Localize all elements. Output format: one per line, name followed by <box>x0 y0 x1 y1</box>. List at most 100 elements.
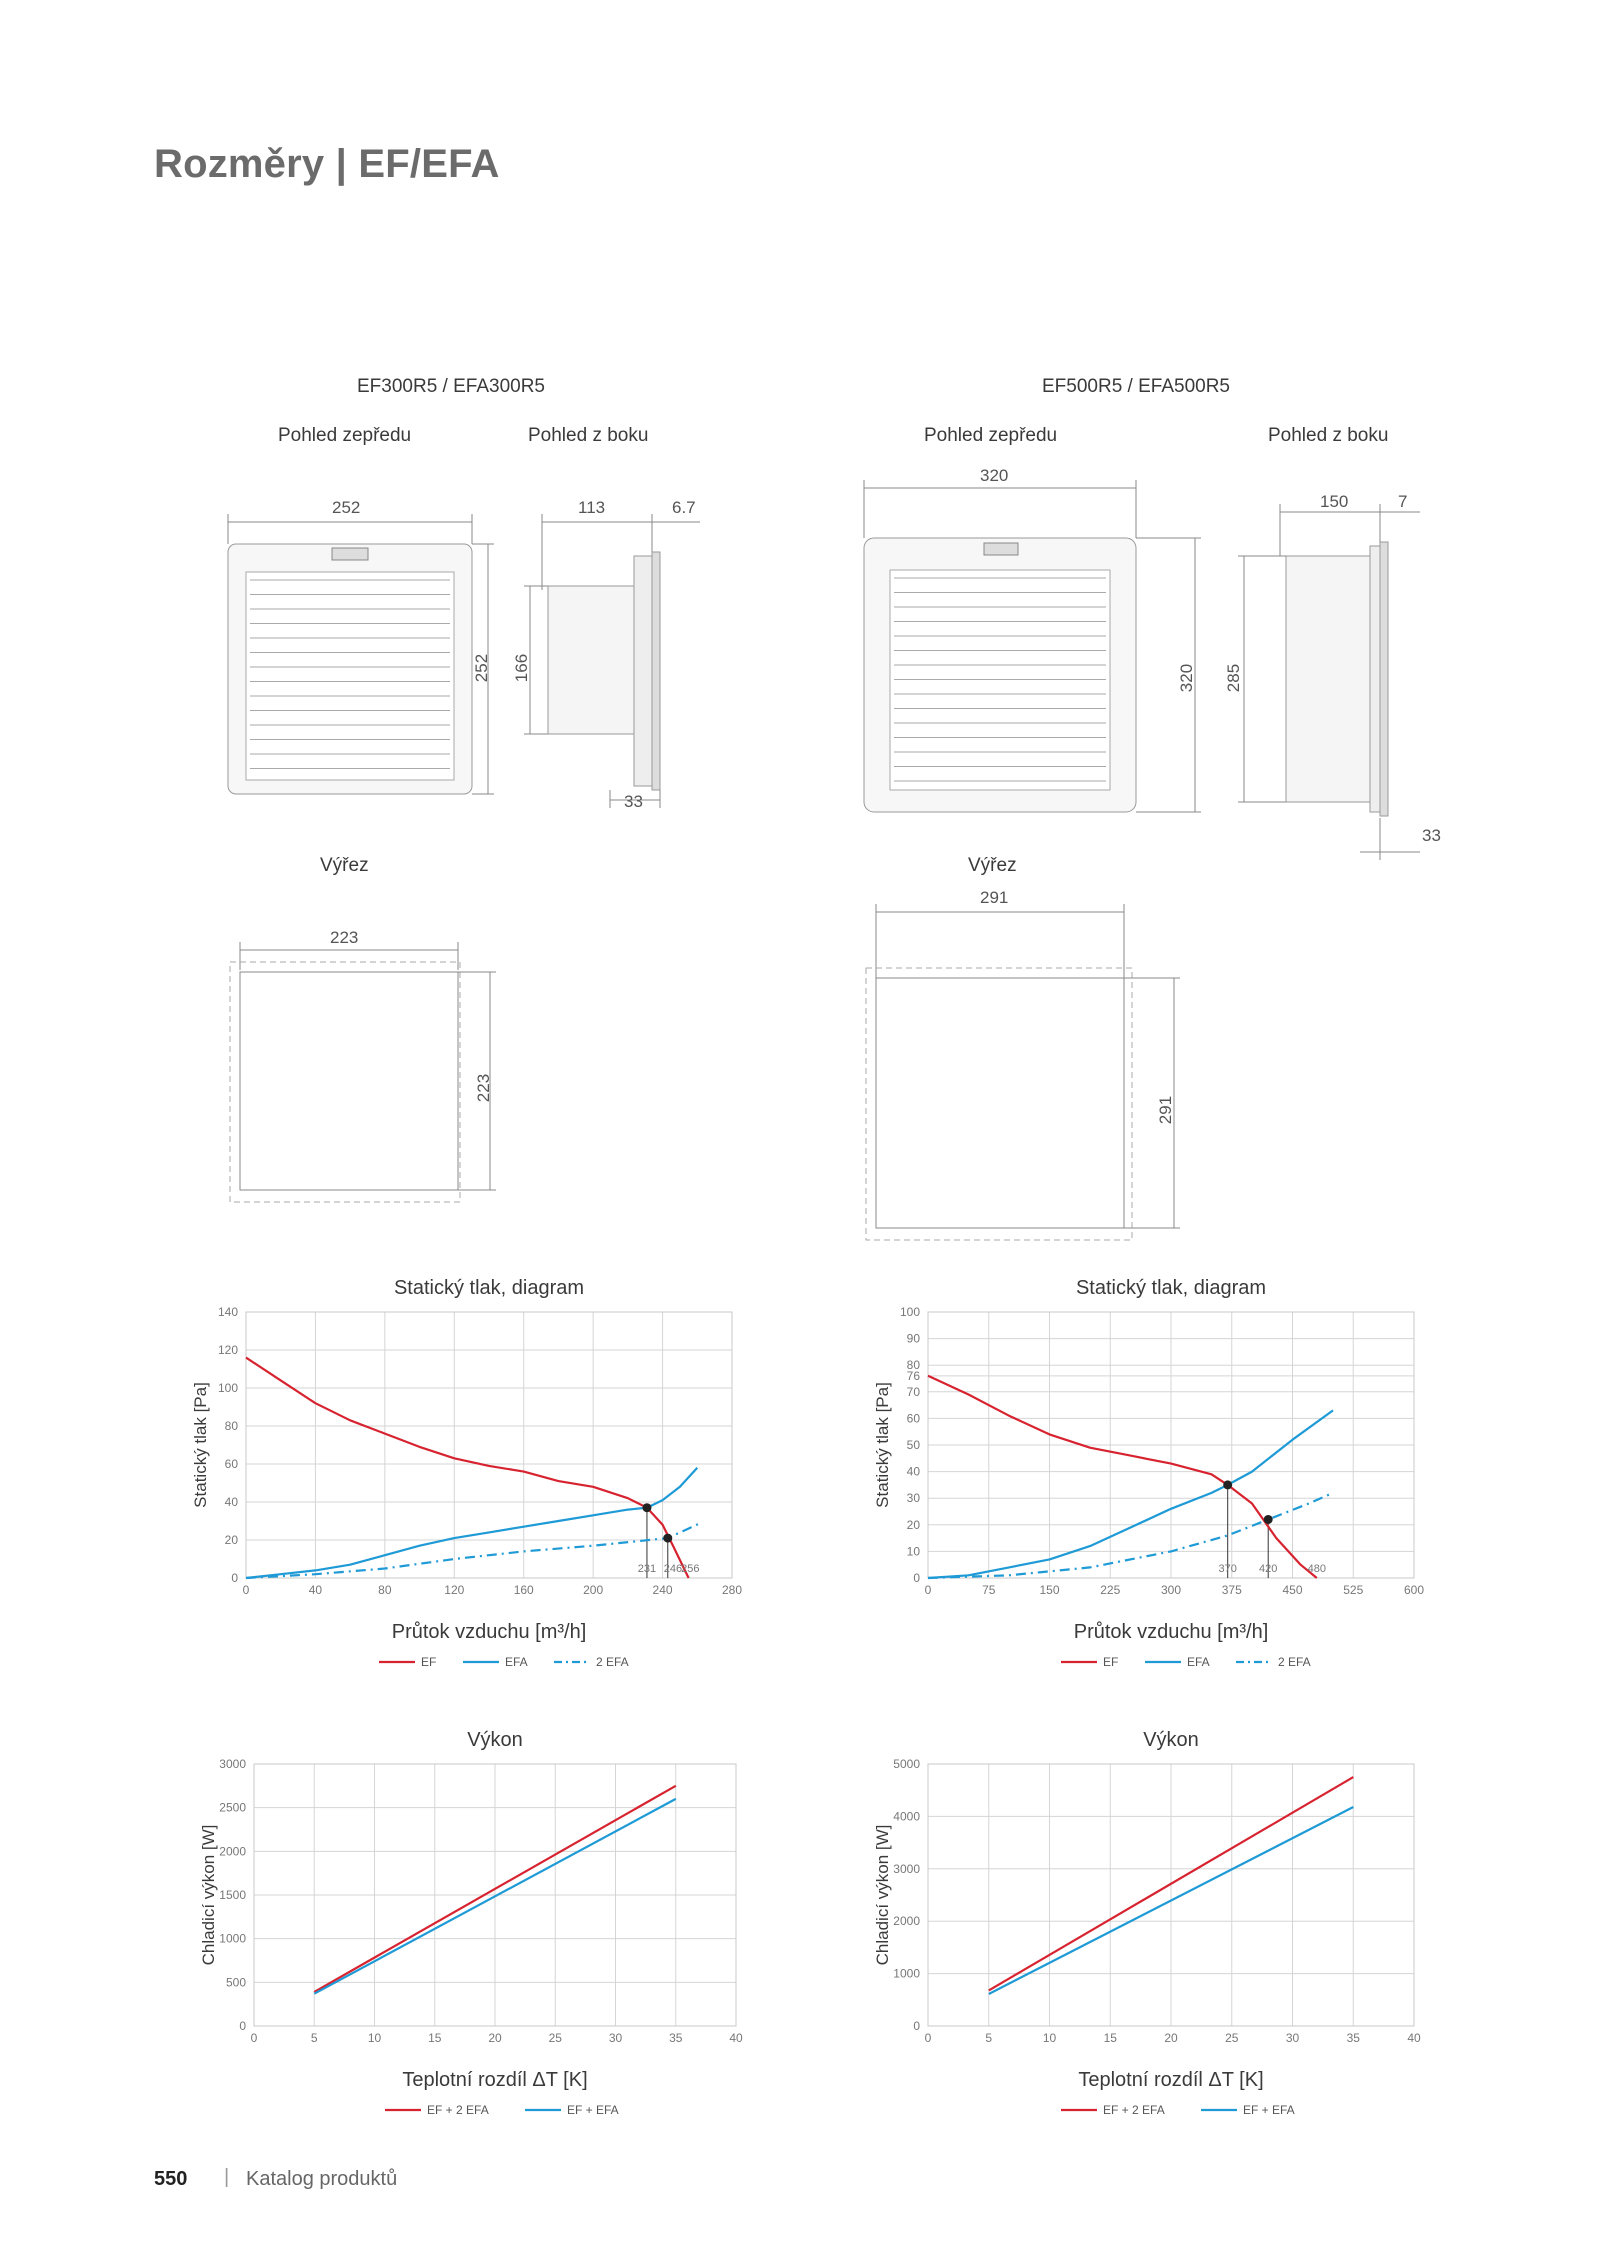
cutout-width-dim: 223 <box>330 928 359 947</box>
y-tick-label: 500 <box>226 1975 246 1989</box>
legend-label: 2 EFA <box>596 1655 629 1669</box>
series-line <box>927 1491 1334 1580</box>
annotation-label: 256 <box>681 1563 699 1575</box>
legend-label: EF <box>1103 1655 1118 1669</box>
front-height-dim: 320 <box>1177 663 1197 693</box>
y-tick-label: 0 <box>231 1571 238 1585</box>
y-tick-label: 90 <box>907 1332 921 1346</box>
y-axis-label: Chladicí výkon [W] <box>199 1825 218 1966</box>
legend-label: EF + 2 EFA <box>1103 2103 1165 2117</box>
legend-label: EF + EFA <box>1243 2103 1295 2117</box>
y-axis-label: Statický tlak [Pa] <box>191 1382 210 1508</box>
y-tick-label: 10 <box>907 1544 921 1558</box>
intersection-point <box>642 1503 652 1513</box>
y-tick-label: 5000 <box>893 1757 920 1771</box>
y-tick-label: 76 <box>907 1369 921 1383</box>
x-tick-label: 40 <box>1407 2031 1421 2045</box>
annotation-label: 231 <box>638 1563 656 1575</box>
y-tick-label: 120 <box>218 1343 238 1357</box>
x-tick-label: 30 <box>1286 2031 1300 2045</box>
power-chart-1: Výkon 0 5 10 15 20 25 30 35 40 0 500 1000 1500 2000 250… <box>199 1729 743 2117</box>
y-tick-label: 60 <box>907 1411 921 1425</box>
x-tick-label: 15 <box>1104 2031 1118 2045</box>
y-tick-label: 1000 <box>219 1932 246 1946</box>
x-tick-label: 0 <box>243 1583 250 1597</box>
side-view-label: Pohled z boku <box>528 425 649 446</box>
y-tick-label: 50 <box>907 1438 921 1452</box>
page-title: Rozměry | EF/EFA <box>154 142 500 186</box>
x-tick-label: 525 <box>1343 1583 1363 1597</box>
intersection-point <box>1223 1480 1233 1490</box>
side-depth-dim: 150 <box>1320 492 1349 511</box>
model-name: EF300R5 / EFA300R5 <box>357 376 545 397</box>
x-tick-label: 240 <box>653 1583 673 1597</box>
legend-label: 2 EFA <box>1278 1655 1311 1669</box>
y-tick-label: 60 <box>225 1457 239 1471</box>
plot-frame <box>253 1763 737 2027</box>
series-line <box>245 1467 699 1580</box>
y-tick-label: 0 <box>239 2019 246 2033</box>
x-tick-label: 35 <box>669 2031 683 2045</box>
x-tick-label: 150 <box>1039 1583 1059 1597</box>
y-tick-label: 2500 <box>219 1801 246 1815</box>
y-axis-label: Chladicí výkon [W] <box>873 1825 892 1966</box>
intersection-point <box>1263 1514 1273 1524</box>
series-line <box>988 1806 1354 1995</box>
legend-label: EF <box>421 1655 436 1669</box>
y-tick-label: 100 <box>218 1381 238 1395</box>
legend-label: EF + 2 EFA <box>427 2103 489 2117</box>
x-tick-label: 0 <box>925 2031 932 2045</box>
x-tick-label: 450 <box>1282 1583 1302 1597</box>
chart-title: Výkon <box>1143 1729 1199 1751</box>
x-tick-label: 75 <box>982 1583 996 1597</box>
x-tick-label: 200 <box>583 1583 603 1597</box>
y-tick-label: 2000 <box>893 1914 920 1928</box>
legend-label: EFA <box>505 1655 528 1669</box>
x-tick-label: 375 <box>1222 1583 1242 1597</box>
x-axis-label: Průtok vzduchu [m³/h] <box>392 1621 587 1643</box>
x-tick-label: 20 <box>1164 2031 1178 2045</box>
front-height-dim: 252 <box>472 653 492 683</box>
chart-title: Výkon <box>467 1729 523 1751</box>
annotation-label: 246 <box>664 1563 682 1575</box>
x-tick-label: 0 <box>925 1583 932 1597</box>
plot-frame <box>927 1763 1415 2027</box>
cutout-width-dim: 291 <box>980 888 1009 907</box>
chart-title: Statický tlak, diagram <box>1076 1277 1266 1299</box>
y-tick-label: 70 <box>907 1385 921 1399</box>
front-view-label: Pohled zepředu <box>924 425 1058 446</box>
x-tick-label: 10 <box>368 2031 382 2045</box>
series-line <box>927 1374 1318 1579</box>
page-number: 550 <box>154 2168 188 2190</box>
y-tick-label: 0 <box>913 1571 920 1585</box>
cutout-label: Výřez <box>320 855 369 876</box>
side-view-label: Pohled z boku <box>1268 425 1389 446</box>
annotation-label: 480 <box>1308 1563 1326 1575</box>
y-tick-label: 30 <box>907 1491 921 1505</box>
x-tick-label: 600 <box>1404 1583 1424 1597</box>
x-tick-label: 30 <box>609 2031 623 2045</box>
x-tick-label: 15 <box>428 2031 442 2045</box>
series-line <box>245 1521 702 1580</box>
series-line <box>313 1797 677 1995</box>
y-tick-label: 80 <box>907 1358 921 1372</box>
x-tick-label: 35 <box>1347 2031 1361 2045</box>
side-height-dim: 285 <box>1224 663 1244 693</box>
y-tick-label: 0 <box>913 2019 920 2033</box>
footer-separator: | <box>224 2166 230 2188</box>
series-line <box>988 1776 1354 1992</box>
x-tick-label: 280 <box>722 1583 742 1597</box>
x-tick-label: 25 <box>1225 2031 1239 2045</box>
series-line <box>313 1784 677 1993</box>
front-width-dim: 252 <box>332 498 361 517</box>
y-tick-label: 2000 <box>219 1844 246 1858</box>
y-tick-label: 100 <box>900 1305 920 1319</box>
y-tick-label: 1500 <box>219 1888 246 1902</box>
front-view-label: Pohled zepředu <box>278 425 412 446</box>
x-tick-label: 40 <box>309 1583 323 1597</box>
x-tick-label: 225 <box>1100 1583 1120 1597</box>
side-depth-dim: 113 <box>578 498 606 517</box>
annotation-label: 370 <box>1219 1563 1237 1575</box>
